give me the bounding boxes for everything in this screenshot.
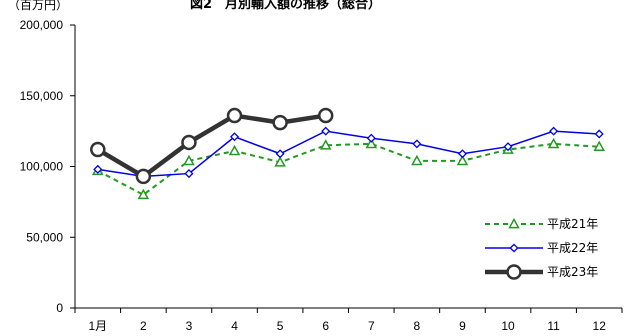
data-point-series-1 <box>411 154 423 166</box>
data-point-series-3 <box>317 107 334 124</box>
y-tick-label: 100,000 <box>20 160 64 174</box>
legend-label-3: 平成23年 <box>547 265 598 279</box>
series-line-3 <box>96 113 327 179</box>
data-point-series-2 <box>275 149 285 159</box>
data-point-series-1 <box>319 139 332 150</box>
legend-label-1: 平成21年 <box>547 217 598 231</box>
data-point-series-2 <box>184 169 194 179</box>
x-tick-label: 6 <box>322 319 329 333</box>
data-point-series-1 <box>593 140 605 152</box>
chart-title: 図2 月別輸入額の推移（総合） <box>190 0 381 12</box>
data-point-series-2 <box>503 142 513 152</box>
x-tick-label: 8 <box>414 319 421 333</box>
y-axis-unit-label: （百万円） <box>8 0 68 12</box>
series-line-1 <box>97 142 600 196</box>
x-tick-label: 10 <box>501 319 515 333</box>
legend-marker-1 <box>508 217 520 229</box>
data-point-series-1 <box>456 154 469 166</box>
data-point-series-2 <box>457 149 467 159</box>
y-tick-label: 150,000 <box>20 89 64 103</box>
x-tick-label: 2 <box>140 319 147 333</box>
data-point-series-1 <box>274 156 286 167</box>
y-tick-label: 0 <box>56 301 63 315</box>
data-point-series-1 <box>183 154 195 166</box>
legend-marker-3 <box>506 264 522 280</box>
data-point-series-2 <box>230 132 240 142</box>
x-tick-label: 11 <box>547 319 560 333</box>
data-point-series-2 <box>549 126 559 136</box>
data-point-series-2 <box>93 164 103 174</box>
data-point-series-2 <box>594 129 604 139</box>
x-tick-label: 4 <box>231 319 238 333</box>
legend-label-2: 平成22年 <box>547 241 598 255</box>
data-point-series-2 <box>321 126 331 136</box>
y-tick-label: 50,000 <box>26 230 63 244</box>
y-tick-label: 200,000 <box>20 18 64 32</box>
data-point-series-2 <box>412 139 422 149</box>
legend-marker-2 <box>509 243 519 253</box>
data-point-series-3 <box>181 134 197 151</box>
x-tick-label: 7 <box>368 319 375 333</box>
x-tick-label: 3 <box>186 319 193 333</box>
series-line-2 <box>97 130 600 178</box>
data-point-series-1 <box>228 144 241 156</box>
data-point-series-3 <box>272 114 288 131</box>
x-tick-label: 1月 <box>88 319 107 333</box>
x-tick-label: 12 <box>593 319 607 333</box>
data-point-series-3 <box>90 141 106 158</box>
plot-area: 0 50,000 100,000 150,000 200,000 1月 2 3 4 5 6 7 8 9 10… <box>20 18 623 333</box>
data-point-series-3 <box>135 168 152 185</box>
x-tick-label: 5 <box>277 319 284 333</box>
data-point-series-3 <box>226 107 243 124</box>
data-point-series-1 <box>547 137 560 149</box>
data-point-series-1 <box>365 137 378 149</box>
data-point-series-1 <box>137 188 150 200</box>
x-tick-label: 9 <box>459 319 466 333</box>
data-point-series-2 <box>366 133 376 143</box>
